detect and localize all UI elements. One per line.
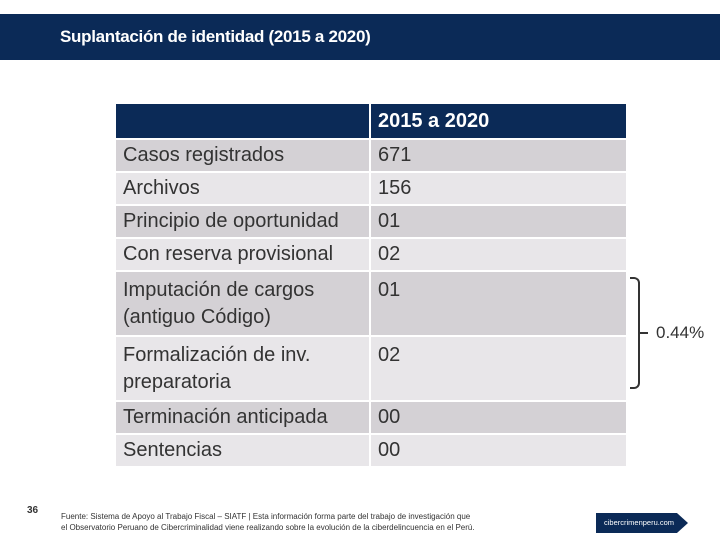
- row-value: 02: [370, 237, 626, 271]
- row-label-line1: Formalización de inv.: [123, 344, 311, 366]
- row-value: 01: [370, 270, 626, 336]
- source-footnote: Fuente: Sistema de Apoyo al Trabajo Fisc…: [61, 511, 591, 533]
- row-label: Con reserva provisional: [116, 237, 371, 271]
- row-label: Archivos: [116, 171, 371, 205]
- row-value: 02: [370, 335, 626, 401]
- site-logo: cibercrimenperu.com: [596, 513, 688, 533]
- table-row: Con reserva provisional 02: [116, 237, 626, 271]
- table-header-empty: [116, 104, 371, 139]
- page-number: 36: [27, 505, 39, 516]
- table-row: Imputación de cargos (antiguo Código) 01: [116, 270, 626, 336]
- row-value: 00: [370, 400, 626, 434]
- header-bar: Suplantación de identidad (2015 a 2020): [0, 14, 720, 60]
- data-table: 2015 a 2020 Casos registrados 671 Archiv…: [116, 104, 626, 466]
- bracket-tick: [640, 332, 648, 334]
- table-row: Sentencias 00: [116, 433, 626, 466]
- table-row: Principio de oportunidad 01: [116, 204, 626, 238]
- row-label: Formalización de inv. preparatoria: [116, 335, 371, 401]
- table-row: Archivos 156: [116, 171, 626, 205]
- row-label: Casos registrados: [116, 138, 371, 172]
- row-value: 01: [370, 204, 626, 238]
- page-title: Suplantación de identidad (2015 a 2020): [60, 27, 371, 46]
- row-label: Imputación de cargos (antiguo Código): [116, 270, 371, 336]
- row-label-line1: Imputación de cargos: [123, 279, 315, 301]
- table-header-period: 2015 a 2020: [370, 104, 626, 139]
- table-row: Formalización de inv. preparatoria 02: [116, 335, 626, 401]
- footnote-line1: Fuente: Sistema de Apoyo al Trabajo Fisc…: [61, 512, 471, 521]
- row-value: 00: [370, 433, 626, 466]
- table-row: Terminación anticipada 00: [116, 400, 626, 434]
- row-value: 671: [370, 138, 626, 172]
- row-label: Principio de oportunidad: [116, 204, 371, 238]
- table-row: Casos registrados 671: [116, 138, 626, 172]
- row-label: Sentencias: [116, 433, 371, 466]
- curly-bracket: [630, 277, 640, 389]
- footnote-line2: el Observatorio Peruano de Cibercriminal…: [61, 523, 475, 532]
- row-label-line2: (antiguo Código): [123, 306, 271, 328]
- row-label: Terminación anticipada: [116, 400, 371, 434]
- table-header-row: 2015 a 2020: [116, 104, 626, 139]
- row-value: 156: [370, 171, 626, 205]
- bracket-percentage: 0.44%: [656, 323, 705, 342]
- row-label-line2: preparatoria: [123, 371, 231, 393]
